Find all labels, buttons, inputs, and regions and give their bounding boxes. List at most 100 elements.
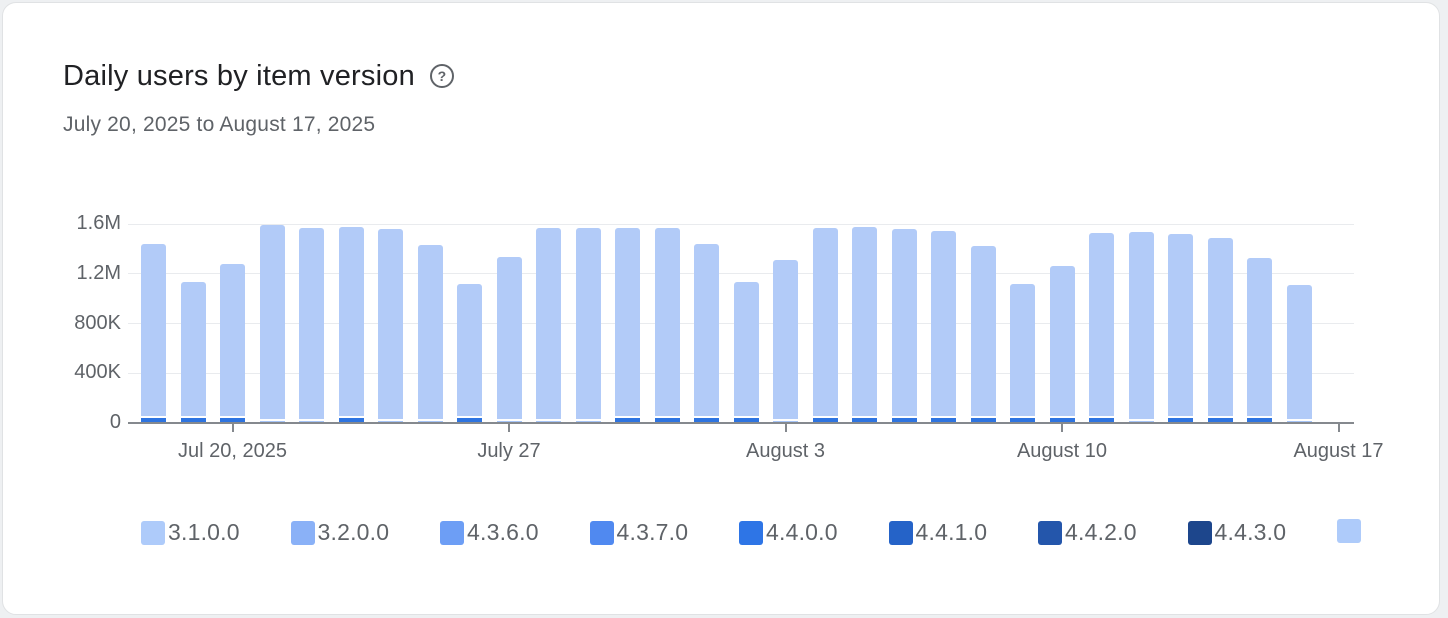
bar-segment-main	[496, 256, 522, 419]
bar-segment-main	[1049, 265, 1075, 416]
bar-aug-13[interactable]	[1168, 233, 1193, 423]
chart-region: Daily users by item version ? July 20, 2…	[3, 3, 1439, 614]
bar-jul-18[interactable]	[141, 243, 166, 423]
bar-aug-3[interactable]	[773, 260, 798, 423]
bar-segment-base	[417, 420, 443, 423]
bar-segment-base	[970, 417, 996, 423]
bar-jul-30[interactable]	[615, 227, 640, 423]
bar-segment-base	[536, 420, 561, 423]
legend-item-4.4.1.0: 4.4.1.0	[888, 519, 988, 546]
bar-segment-base	[1049, 417, 1075, 423]
legend-label: 3.1.0.0	[168, 519, 240, 545]
x-axis-label: July 27	[477, 440, 541, 462]
bar-segment-base	[1128, 420, 1154, 423]
bar-segment-main	[575, 227, 601, 419]
bar-segment-main	[852, 227, 877, 416]
bar-aug-11[interactable]	[1089, 232, 1114, 423]
bar-segment-main	[773, 260, 798, 419]
x-axis-line	[128, 422, 1354, 424]
bar-segment-base	[141, 417, 166, 423]
bar-segment-base	[733, 417, 759, 423]
bar-segment-main	[891, 228, 917, 416]
y-axis-label: 800K	[74, 311, 121, 334]
bar-jul-27[interactable]	[496, 256, 522, 423]
bar-segment-main	[536, 227, 561, 419]
bar-jul-21[interactable]	[259, 225, 285, 423]
bar-jul-31[interactable]	[654, 227, 680, 423]
bar-aug-9[interactable]	[1010, 283, 1035, 423]
bar-segment-base	[931, 417, 956, 423]
bar-aug-14[interactable]	[1207, 238, 1233, 423]
bar-segment-base	[457, 417, 482, 423]
legend-label: 4.3.6.0	[467, 519, 539, 545]
legend-item-3.1.0.0: 3.1.0.0	[141, 519, 240, 546]
bar-jul-24[interactable]	[378, 228, 403, 423]
help-icon[interactable]: ?	[429, 64, 454, 88]
bar-aug-10[interactable]	[1049, 265, 1075, 423]
bar-segment-main	[1168, 233, 1193, 416]
bar-segment-base	[1286, 420, 1312, 423]
legend-swatch	[290, 520, 315, 545]
bar-aug-7[interactable]	[931, 231, 956, 423]
bar-segment-base	[1010, 417, 1035, 423]
bar-aug-16[interactable]	[1286, 284, 1312, 423]
bar-segment-base	[378, 420, 403, 423]
legend-swatch	[1187, 520, 1212, 545]
x-axis-tick	[231, 424, 234, 432]
x-axis-label: August 10	[1016, 440, 1108, 462]
bar-jul-25[interactable]	[417, 245, 443, 423]
bar-segment-main	[1128, 232, 1154, 419]
bar-segment-base	[180, 417, 206, 423]
bar-jul-23[interactable]	[338, 227, 364, 423]
legend-swatch	[739, 520, 763, 545]
bar-jul-20[interactable]	[220, 263, 245, 423]
bar-segment-base	[1247, 417, 1272, 423]
bar-aug-12[interactable]	[1128, 232, 1154, 423]
bar-aug-2[interactable]	[733, 282, 759, 423]
bar-aug-1[interactable]	[694, 243, 719, 423]
bar-segment-base	[654, 417, 680, 423]
bar-segment-main	[654, 227, 680, 416]
bar-aug-6[interactable]	[891, 228, 917, 423]
legend-label: 4.4.3.0	[1214, 519, 1287, 545]
bar-aug-5[interactable]	[852, 227, 877, 423]
legend-item-4.4.2.0: 4.4.2.0	[1038, 519, 1137, 546]
legend-swatch	[1038, 520, 1062, 545]
bar-segment-base	[812, 417, 838, 423]
bar-segment-base	[496, 420, 522, 423]
date-range-subtitle: July 20, 2025 to August 17, 2025	[63, 113, 376, 136]
bar-segment-main	[694, 243, 719, 416]
x-axis-tick	[508, 424, 510, 432]
x-axis-tick	[784, 424, 787, 432]
bar-aug-15[interactable]	[1247, 257, 1272, 423]
bar-jul-19[interactable]	[180, 282, 206, 423]
bar-segment-base	[338, 418, 364, 423]
bar-segment-base	[1168, 417, 1193, 423]
bar-segment-base	[259, 420, 285, 423]
bar-segment-base	[891, 417, 917, 423]
bar-segment-main	[1089, 232, 1114, 416]
x-axis-label: August 3	[746, 440, 825, 462]
legend-item-3.2.0.0: 3.2.0.0	[290, 519, 390, 546]
legend-item-unlabeled	[1337, 519, 1364, 543]
bar-segment-main	[141, 243, 166, 416]
chart-title: Daily users by item version	[63, 60, 415, 92]
gridline	[128, 223, 1354, 225]
bar-jul-26[interactable]	[457, 283, 482, 423]
bar-jul-29[interactable]	[575, 227, 601, 423]
x-axis-label: August 17	[1293, 440, 1384, 462]
bar-segment-main	[378, 228, 403, 419]
legend-swatch	[1337, 519, 1361, 543]
bar-segment-base	[299, 420, 324, 423]
bar-segment-main	[812, 227, 838, 416]
y-axis-label: 0	[109, 411, 121, 433]
bar-jul-22[interactable]	[299, 227, 324, 423]
bar-aug-8[interactable]	[970, 246, 996, 423]
y-axis-label: 400K	[74, 361, 121, 384]
bar-aug-4[interactable]	[812, 227, 838, 423]
bar-jul-28[interactable]	[536, 227, 561, 423]
legend-item-4.3.7.0: 4.3.7.0	[589, 519, 689, 546]
bar-segment-main	[299, 227, 324, 419]
bar-segment-main	[259, 225, 285, 419]
